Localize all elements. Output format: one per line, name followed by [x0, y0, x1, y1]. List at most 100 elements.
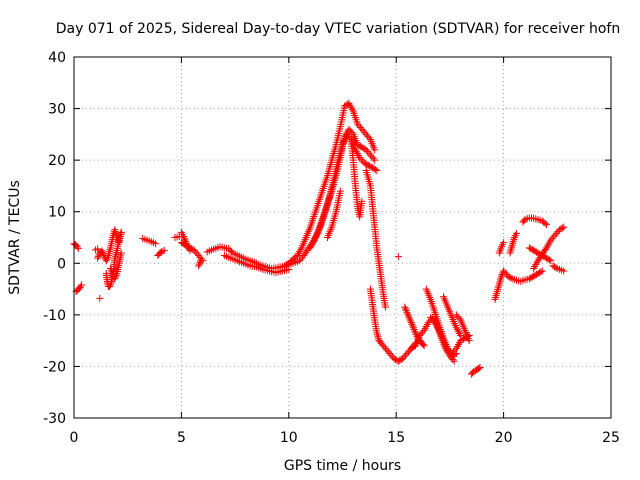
data-point [282, 261, 290, 269]
data-point [475, 364, 483, 372]
data-point [369, 164, 377, 172]
data-point [179, 240, 187, 248]
data-point [369, 154, 377, 162]
data-point [400, 353, 408, 361]
data-point [345, 125, 353, 133]
data-point [404, 348, 412, 356]
data-point [449, 356, 457, 364]
data-point [368, 153, 376, 161]
data-point [180, 234, 188, 242]
data-point [371, 156, 379, 164]
data-point [94, 252, 102, 260]
data-point [192, 248, 200, 256]
data-point [358, 125, 366, 133]
data-point [555, 226, 563, 234]
data-point [377, 339, 385, 347]
data-point [193, 250, 201, 258]
data-point [361, 160, 369, 168]
data-point [197, 257, 205, 265]
data-point [409, 322, 417, 330]
data-point [104, 253, 112, 261]
data-point [112, 271, 120, 279]
data-point [98, 247, 106, 255]
data-point [501, 269, 509, 277]
y-tick-label: -20 [43, 359, 66, 375]
data-point [402, 307, 410, 315]
data-point [394, 253, 402, 261]
data-point [355, 122, 363, 130]
data-point [366, 151, 374, 159]
data-point [105, 282, 113, 290]
data-point [157, 248, 165, 256]
data-point [366, 162, 374, 170]
data-point [364, 148, 372, 156]
data-point [541, 253, 549, 261]
data-point [111, 275, 119, 283]
data-point [358, 143, 366, 151]
data-point [411, 327, 419, 335]
data-point [99, 248, 107, 256]
data-point [447, 349, 455, 357]
x-tick-label: 25 [602, 430, 620, 446]
data-point [117, 249, 125, 257]
data-point [102, 257, 110, 265]
tick-labels: 0 5 10 15 20 25 -30 -20 -10 0 10 20 30 40 [43, 50, 620, 446]
data-point [185, 243, 193, 251]
data-point [177, 239, 185, 247]
data-point [407, 344, 415, 352]
data-point [399, 355, 407, 363]
data-point [402, 351, 410, 359]
data-point [403, 350, 411, 358]
data-point [78, 281, 86, 289]
data-point [525, 275, 533, 283]
data-point [457, 331, 465, 339]
data-point [112, 273, 120, 281]
data-point [355, 142, 363, 150]
data-point [354, 120, 362, 128]
data-point [504, 272, 512, 280]
data-point [228, 248, 236, 256]
data-point [285, 265, 293, 273]
data-point [551, 231, 559, 239]
data-point [359, 127, 367, 135]
data-point [195, 252, 203, 260]
data-point [180, 240, 188, 248]
data-point [552, 264, 560, 272]
data-point [406, 315, 414, 323]
data-point [379, 341, 387, 349]
chart-title: Day 071 of 2025, Sidereal Day-to-day VTE… [56, 21, 620, 37]
data-point [107, 264, 115, 272]
data-point [381, 303, 389, 311]
y-tick-label: 0 [57, 256, 66, 272]
data-point [531, 271, 539, 279]
data-point [512, 229, 520, 237]
data-point [297, 255, 305, 263]
data-point [525, 244, 533, 252]
data-point [182, 241, 190, 249]
data-point [449, 348, 457, 356]
data-point [531, 247, 539, 255]
data-point [533, 270, 541, 278]
data-point [537, 251, 545, 259]
data-point [547, 236, 555, 244]
data-point [381, 344, 389, 352]
data-point [419, 341, 427, 349]
data-point [107, 279, 115, 287]
data-point [450, 357, 458, 365]
data-point [195, 260, 203, 268]
y-tick-label: 30 [48, 102, 66, 118]
data-point [96, 294, 104, 302]
data-point [367, 163, 375, 171]
data-point [107, 281, 115, 289]
y-tick-label: 20 [48, 153, 66, 169]
data-point [107, 266, 115, 274]
y-tick-label: -30 [43, 411, 66, 427]
data-point [187, 245, 195, 253]
data-point [364, 161, 372, 169]
data-point [557, 225, 565, 233]
data-point [94, 254, 102, 262]
data-point [530, 246, 538, 254]
data-point [527, 274, 535, 282]
data-point [183, 242, 191, 250]
